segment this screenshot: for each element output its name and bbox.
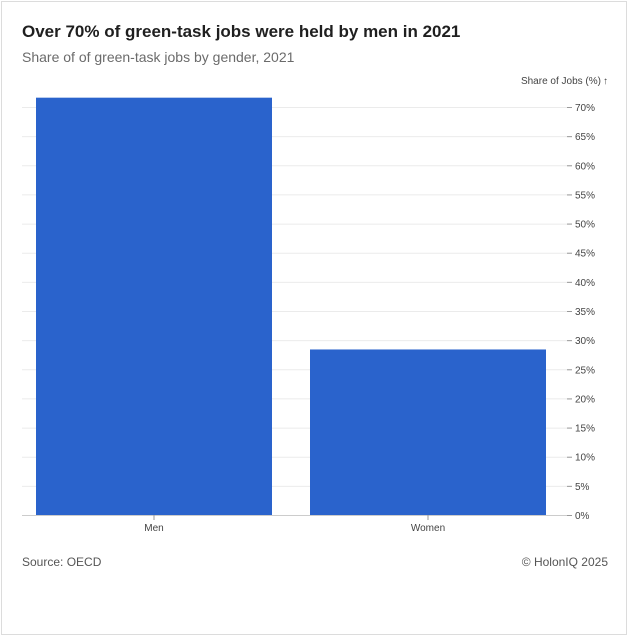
y-tick-label: 65% <box>575 132 595 143</box>
y-tick-label: 70% <box>575 103 595 114</box>
y-tick-label: 35% <box>575 307 595 318</box>
y-tick-label: 5% <box>575 482 590 493</box>
sort-arrow-icon: ↑ <box>603 76 608 87</box>
y-axis-label: Share of Jobs (%) ↑ <box>521 76 608 87</box>
bar-men <box>36 97 272 515</box>
y-tick-label: 50% <box>575 220 595 231</box>
y-tick-label: 55% <box>575 190 595 201</box>
y-tick-label: 15% <box>575 424 595 435</box>
y-tick-label: 25% <box>575 365 595 376</box>
source-note: Source: OECD <box>22 555 102 569</box>
chart-title: Over 70% of green-task jobs were held by… <box>22 22 461 41</box>
chart-subtitle: Share of of green-task jobs by gender, 2… <box>22 49 295 65</box>
y-tick-label: 40% <box>575 278 595 289</box>
y-tick-label: 0% <box>575 511 590 522</box>
y-tick-label: 60% <box>575 161 595 172</box>
x-tick-label: Men <box>144 523 163 534</box>
y-tick-label: 30% <box>575 336 595 347</box>
y-tick-label: 45% <box>575 249 595 260</box>
x-tick-label: Women <box>411 523 445 534</box>
y-tick-label: 10% <box>575 453 595 464</box>
y-axis-label-text: Share of Jobs (%) <box>520 76 601 87</box>
y-tick-label: 20% <box>575 394 595 405</box>
copyright-note: © HolonIQ 2025 <box>521 555 608 569</box>
bar-women <box>310 349 546 515</box>
